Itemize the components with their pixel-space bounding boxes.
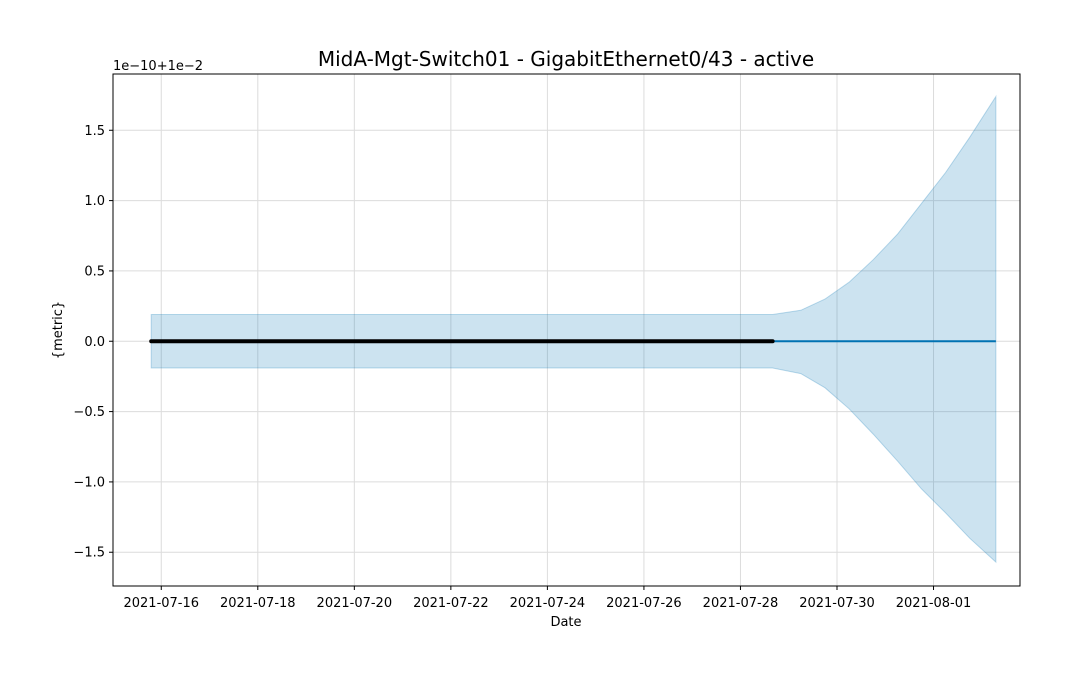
x-tick-label: 2021-07-26 (606, 596, 682, 611)
y-offset-label: 1e−10+1e−2 (113, 59, 203, 74)
x-axis-ticks: 2021-07-16 2021-07-18 2021-07-20 2021-07-22… (123, 586, 971, 611)
y-axis-label: {metric} (51, 301, 66, 359)
x-tick-label: 2021-07-28 (703, 596, 779, 611)
y-tick-label: 0.5 (84, 264, 105, 279)
y-axis-ticks: −1.5 −1.0 −0.5 0.0 0.5 1.0 1.5 (73, 124, 113, 561)
chart-title: MidA-Mgt-Switch01 - GigabitEthernet0/43 … (318, 47, 814, 71)
x-tick-label: 2021-07-30 (799, 596, 875, 611)
y-tick-label: 0.0 (84, 335, 105, 350)
x-tick-label: 2021-07-18 (220, 596, 296, 611)
y-tick-label: 1.5 (84, 124, 105, 139)
grid (113, 74, 1020, 586)
x-tick-label: 2021-07-16 (123, 596, 199, 611)
x-tick-label: 2021-08-01 (896, 596, 972, 611)
uncertainty-band (150, 94, 997, 564)
y-tick-label: 1.0 (84, 194, 105, 209)
y-tick-label: −0.5 (73, 405, 105, 420)
y-tick-label: −1.0 (73, 475, 105, 490)
y-tick-label: −1.5 (73, 546, 105, 561)
plot-frame (112, 73, 1021, 587)
x-axis-label: Date (550, 615, 581, 630)
x-tick-label: 2021-07-24 (510, 596, 586, 611)
x-tick-label: 2021-07-22 (413, 596, 489, 611)
uncertainty-interval (150, 94, 997, 564)
x-tick-label: 2021-07-20 (317, 596, 393, 611)
